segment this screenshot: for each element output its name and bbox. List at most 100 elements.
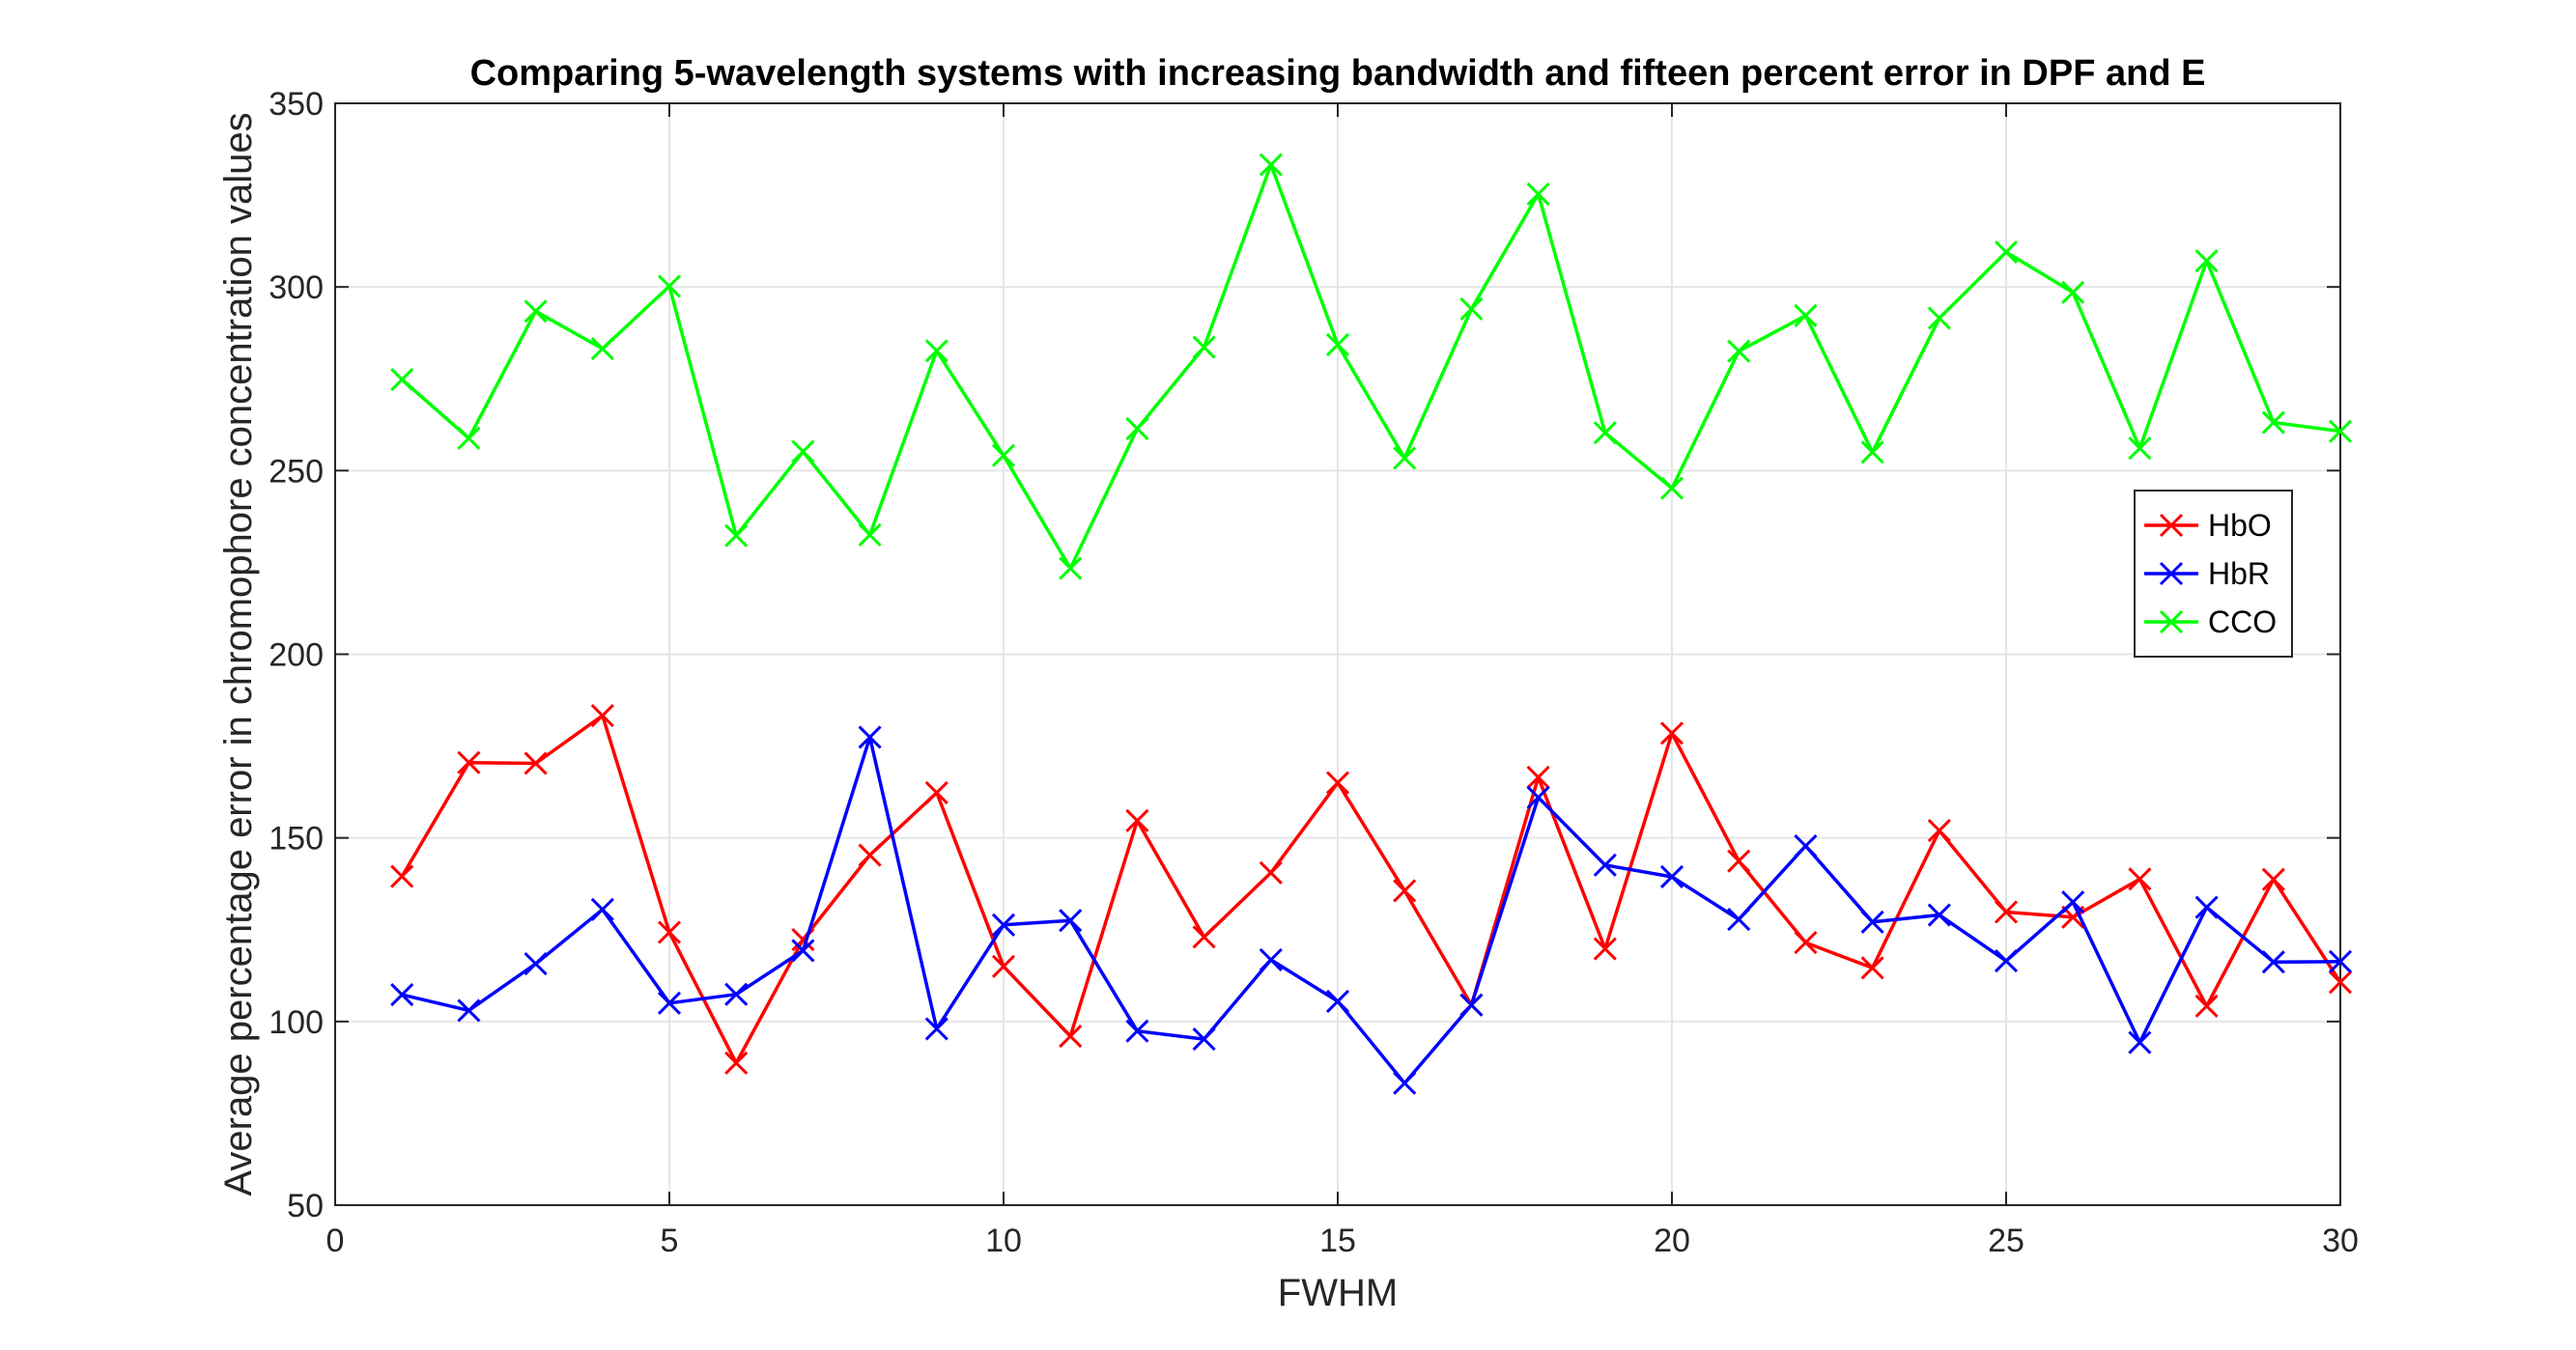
data-point-hbr — [1393, 1071, 1417, 1095]
data-point-cco — [590, 337, 614, 361]
x-tick-label: 5 — [661, 1223, 679, 1259]
data-point-cco — [1125, 416, 1149, 441]
data-point-hbo — [1593, 937, 1617, 961]
data-point-hbr — [1259, 947, 1283, 972]
data-point-cco — [924, 339, 948, 363]
series-hbr — [390, 725, 2353, 1095]
legend-label-cco: CCO — [2208, 605, 2277, 639]
data-point-hbr — [1059, 909, 1083, 933]
data-point-hbr — [457, 998, 481, 1023]
data-point-hbo — [1059, 1024, 1083, 1049]
legend-item-cco: CCO — [2144, 605, 2277, 639]
data-point-hbo — [1727, 849, 1751, 873]
data-point-cco — [2061, 280, 2085, 304]
data-point-cco — [791, 439, 815, 464]
y-tick-label: 200 — [269, 637, 324, 674]
data-point-hbo — [1526, 765, 1550, 789]
data-point-cco — [724, 523, 749, 548]
legend-marker-hbo — [2159, 513, 2184, 538]
x-tick-label: 30 — [2322, 1223, 2359, 1259]
data-point-hbo — [1994, 900, 2019, 924]
x-axis-label: FWHM — [1278, 1272, 1398, 1314]
data-point-hbr — [1794, 833, 1818, 858]
data-point-cco — [524, 299, 548, 323]
y-tick-label: 100 — [269, 1004, 324, 1041]
data-point-cco — [1393, 446, 1417, 470]
data-point-hbr — [1459, 993, 1484, 1017]
x-tick-label: 20 — [1654, 1223, 1690, 1259]
data-point-cco — [2194, 249, 2219, 273]
y-tick-label: 250 — [269, 453, 324, 490]
data-point-hbo — [390, 864, 414, 888]
data-point-hbo — [2128, 867, 2152, 891]
data-point-cco — [1927, 306, 1951, 330]
y-tick-label: 150 — [269, 821, 324, 858]
data-point-cco — [1259, 153, 1283, 177]
data-point-hbr — [1526, 785, 1550, 809]
series-hbo — [390, 703, 2353, 1075]
data-point-cco — [1526, 182, 1550, 207]
data-point-hbo — [991, 954, 1016, 978]
data-point-hbr — [1325, 989, 1350, 1013]
data-point-hbr — [657, 991, 682, 1015]
data-point-hbr — [1927, 903, 1951, 927]
data-point-hbo — [657, 920, 682, 944]
data-point-cco — [1860, 440, 1884, 464]
data-point-hbr — [1593, 853, 1617, 877]
data-point-hbo — [2194, 994, 2219, 1018]
legend-item-hbo: HbO — [2144, 508, 2272, 543]
legend-item-hbr: HbR — [2144, 556, 2270, 591]
series-cco — [390, 153, 2353, 580]
legend-box — [2134, 490, 2293, 658]
data-point-cco — [1727, 339, 1751, 363]
x-tick-label: 15 — [1319, 1223, 1356, 1259]
data-point-cco — [858, 522, 882, 547]
y-tick-label: 300 — [269, 269, 324, 306]
legend-label-hbo: HbO — [2208, 508, 2272, 543]
data-point-hbr — [2128, 1030, 2152, 1055]
data-point-cco — [1593, 421, 1617, 445]
data-point-hbo — [2328, 970, 2353, 995]
legend: HbO HbR CCO — [2134, 490, 2293, 658]
data-point-cco — [1192, 335, 1216, 359]
data-point-hbr — [2061, 890, 2085, 914]
data-point-hbo — [1860, 956, 1884, 980]
data-point-hbo — [1393, 879, 1417, 903]
data-point-hbr — [791, 939, 815, 963]
series-layer — [390, 153, 2353, 1095]
data-point-cco — [1325, 332, 1350, 356]
data-point-cco — [1059, 556, 1083, 580]
x-tick-label: 25 — [1988, 1223, 2024, 1259]
data-point-hbr — [1192, 1027, 1216, 1052]
data-point-hbr — [1125, 1019, 1149, 1043]
data-point-hbo — [1192, 925, 1216, 949]
data-point-hbo — [1794, 931, 1818, 955]
data-point-hbr — [2328, 949, 2353, 973]
data-point-hbr — [724, 982, 749, 1006]
legend-marker-cco — [2159, 609, 2184, 634]
data-point-hbo — [1125, 808, 1149, 832]
data-point-hbo — [590, 703, 614, 728]
data-point-cco — [390, 367, 414, 392]
data-point-hbr — [390, 983, 414, 1007]
data-point-cco — [457, 426, 481, 450]
data-point-cco — [1994, 239, 2019, 265]
data-point-hbr — [590, 897, 614, 921]
legend-label-hbr: HbR — [2208, 556, 2270, 591]
y-axis-label: Average percentage error in chromophore … — [217, 112, 260, 1195]
data-point-hbo — [1927, 818, 1951, 843]
axis-ticks: 0 5 10 15 20 25 30 50 100 150 200 250 300 350 — [269, 86, 2359, 1259]
data-point-cco — [2328, 419, 2353, 443]
data-point-cco — [657, 274, 682, 298]
data-point-hbo — [724, 1051, 749, 1075]
data-point-hbo — [1259, 860, 1283, 885]
data-point-cco — [1794, 303, 1818, 327]
data-point-hbo — [524, 751, 548, 775]
data-point-cco — [2261, 410, 2285, 435]
data-point-hbr — [858, 725, 882, 749]
data-point-cco — [1659, 476, 1684, 500]
y-tick-label: 350 — [269, 86, 324, 123]
data-point-hbr — [2194, 895, 2219, 919]
